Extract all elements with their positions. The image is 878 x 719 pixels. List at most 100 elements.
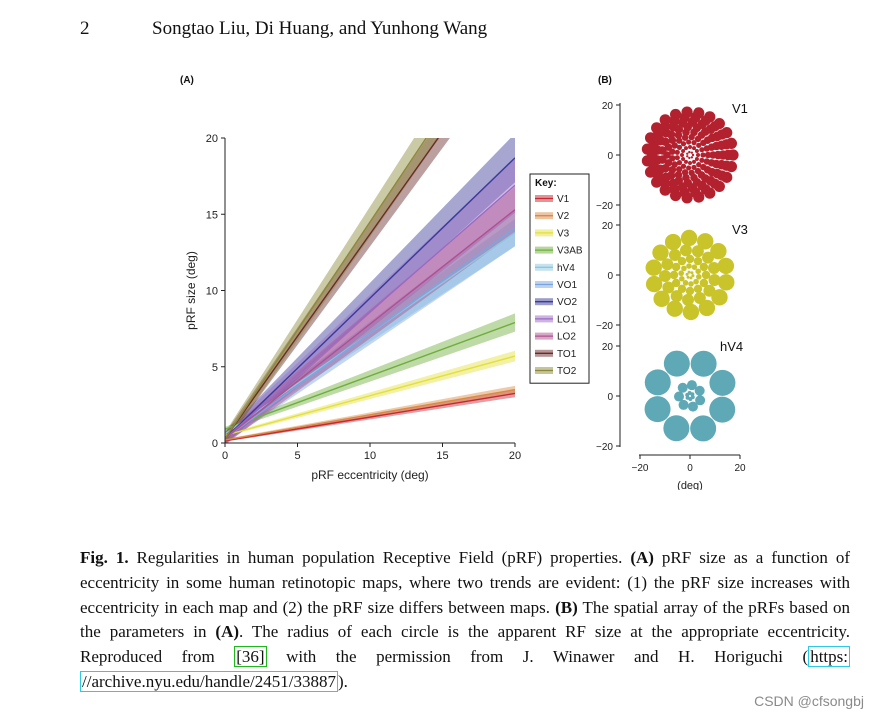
prf-circle	[701, 270, 711, 280]
prf-circle	[652, 244, 669, 261]
prf-circle	[688, 281, 694, 287]
prf-circle	[692, 146, 696, 151]
line-v2	[225, 388, 515, 441]
prf-circle	[644, 166, 657, 178]
prf-circle	[680, 229, 698, 247]
prf-circle	[696, 153, 700, 157]
b-y-tick-label: 0	[607, 271, 613, 282]
line-v1	[225, 392, 515, 442]
prf-circle	[692, 159, 696, 164]
legend-label-lo1: LO1	[557, 314, 576, 325]
prf-circle	[684, 146, 688, 151]
line-to2	[225, 138, 428, 439]
prf-circle	[700, 152, 706, 158]
running-head-authors: Songtao Liu, Di Huang, and Yunhong Wang	[152, 18, 488, 39]
prf-circle	[663, 350, 690, 377]
page-number: 2	[80, 18, 90, 39]
b-x-axis-label: (deg)	[677, 480, 703, 490]
page-header: 2 Songtao Liu, Di Huang, and Yunhong Wan…	[80, 18, 858, 42]
prf-circle	[721, 127, 733, 139]
prf-circle	[687, 401, 698, 412]
band-lo2	[225, 186, 515, 443]
prf-circle	[689, 276, 693, 280]
b-y-tick-label: 20	[602, 101, 614, 112]
legend-label-hv4: hV4	[557, 263, 575, 274]
prf-circle	[693, 191, 705, 203]
prf-circle	[670, 290, 683, 303]
prf-circle	[718, 274, 735, 291]
b-y-tick-label: 0	[607, 151, 613, 162]
prf-circle	[663, 415, 690, 442]
prf-circle	[681, 192, 693, 204]
prf-circle	[684, 159, 688, 164]
prf-circle	[686, 165, 692, 171]
b-y-tick-label: −20	[596, 321, 613, 332]
prf-circle	[709, 396, 736, 423]
prf-circle	[686, 380, 697, 391]
line-vo1	[225, 227, 515, 439]
prf-circle	[679, 244, 692, 257]
prf-circle	[645, 275, 663, 293]
prf-circle	[699, 262, 709, 272]
x-tick-label: 5	[294, 450, 300, 462]
prf-circle	[721, 171, 733, 183]
legend-label-vo2: VO2	[557, 297, 577, 308]
legend-label-vo1: VO1	[557, 280, 577, 291]
band-lo1	[225, 157, 515, 443]
figure-label: Fig. 1.	[80, 548, 129, 567]
prf-circle	[671, 262, 681, 272]
map-label: V1	[732, 101, 748, 116]
y-axis-label: pRF size (deg)	[184, 251, 198, 330]
x-tick-label: 15	[436, 450, 448, 462]
prf-circle	[696, 273, 702, 280]
prf-circle	[690, 151, 694, 154]
prf-circle	[688, 145, 692, 149]
prf-circle	[679, 275, 685, 282]
prf-circle	[651, 176, 663, 188]
band-hv4	[225, 218, 515, 438]
legend-label-v3: V3	[557, 228, 570, 239]
b-y-tick-label: 0	[607, 392, 613, 403]
prf-circle	[685, 395, 690, 400]
url-link-part-1[interactable]: https:	[808, 646, 850, 668]
prf-circle	[695, 268, 701, 275]
prf-circle	[675, 137, 683, 144]
prf-circle	[695, 395, 706, 406]
url-link-part-2[interactable]: //archive.nyu.edu/handle/2451/33887	[80, 670, 338, 692]
prf-circle	[685, 286, 695, 296]
map-hv4: 20 0 −20 hV4	[596, 339, 743, 453]
line-v3ab	[225, 321, 515, 430]
prf-circle	[693, 256, 703, 266]
prf-circle	[694, 385, 705, 396]
figure-caption: Fig. 1. Regularities in human population…	[80, 546, 850, 695]
prf-circle	[682, 303, 700, 321]
band-to2	[225, 138, 440, 443]
prf-circle	[699, 278, 709, 288]
caption-text-4: . The radius of each circle is the appar…	[80, 622, 850, 667]
caption-text-6: ).	[338, 671, 348, 691]
prf-circle	[717, 257, 735, 275]
prf-circle	[681, 265, 687, 272]
caption-marker-a: (A)	[630, 548, 654, 567]
x-tick-label: 0	[222, 450, 228, 462]
prf-circle	[686, 263, 692, 269]
prf-circle	[664, 233, 682, 251]
prf-circle	[690, 392, 695, 397]
prf-circle	[681, 157, 686, 161]
prf-circle	[688, 161, 692, 165]
prf-circle	[699, 147, 705, 153]
prf-circle	[708, 273, 721, 286]
map-v1: 20 0 −20 V1	[596, 101, 748, 212]
legend-title: Key:	[535, 178, 557, 189]
caption-marker-b: (B)	[555, 597, 578, 617]
prf-circle	[727, 149, 739, 161]
prf-circle	[713, 180, 725, 193]
citation-link[interactable]: [36]	[234, 646, 267, 668]
prf-circle	[686, 139, 692, 145]
y-tick-label: 5	[212, 362, 218, 374]
prf-circle	[691, 153, 695, 157]
prf-circle	[677, 284, 687, 294]
prf-circle	[676, 144, 683, 150]
prf-circle	[693, 278, 699, 285]
prf-circle	[708, 262, 721, 275]
